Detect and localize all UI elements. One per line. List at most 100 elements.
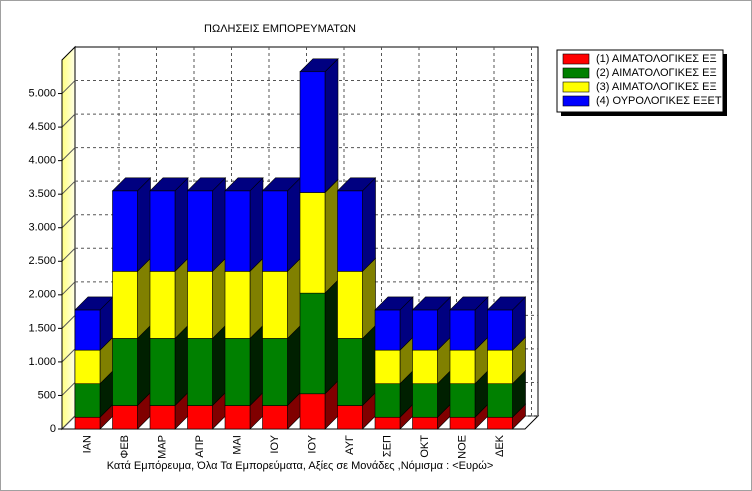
y-tick-label: 4.000: [28, 155, 56, 167]
bar-side: [174, 257, 189, 340]
bar-top: [224, 177, 264, 192]
legend-swatch: [562, 53, 590, 65]
bar-side: [137, 177, 151, 273]
legend: (1) ΑΙΜΑΤΟΛΟΓΙΚΕΣ ΕΞ (2) ΑΙΜΑΤΟΛΟΓΙΚΕΣ ΕΞ…: [556, 49, 727, 116]
bar: [187, 405, 213, 430]
bar: [149, 405, 176, 430]
bar: [187, 190, 213, 272]
bar: [412, 383, 438, 418]
bar: [487, 416, 513, 430]
y-tick-label: 2.000: [28, 289, 56, 301]
chart-title: ΠΩΛΗΣΕΙΣ ΕΜΠΟΡΕΥΜΑΤΩΝ: [204, 23, 356, 35]
y-tick-label: 1.000: [28, 356, 56, 368]
y-tick-label: 4.500: [28, 121, 56, 133]
legend-label: (3) ΑΙΜΑΤΟΛΟΓΙΚΕΣ ΕΞ: [596, 81, 717, 93]
bar: [449, 416, 476, 430]
bar: [74, 383, 101, 418]
x-tick-label: ΙΑΝ: [81, 435, 93, 453]
bar: [412, 349, 438, 385]
bar-top: [111, 177, 152, 192]
bar: [337, 271, 363, 339]
x-tick-label: ΟΚΤ: [419, 435, 431, 458]
bar: [74, 349, 101, 385]
legend-label: (1) ΑΙΜΑΤΟΛΟΓΙΚΕΣ ΕΞ: [596, 53, 717, 65]
bar-side: [249, 324, 264, 407]
bar: [487, 383, 513, 418]
bar-top: [486, 296, 527, 311]
bar: [112, 190, 138, 272]
bar: [262, 405, 288, 430]
bar: [187, 338, 213, 406]
bar-side: [287, 324, 301, 407]
bar-top: [299, 58, 339, 73]
bar: [449, 309, 476, 351]
bar: [262, 271, 288, 339]
bar-side: [212, 177, 226, 273]
y-tick-label: 5.000: [28, 87, 56, 99]
bar-side: [287, 257, 301, 340]
bar: [374, 416, 401, 430]
grid-line: [61, 315, 76, 329]
bar: [374, 349, 401, 385]
bar: [487, 309, 513, 351]
bar-side: [362, 257, 376, 340]
bar-side: [362, 324, 376, 407]
bar: [224, 338, 251, 406]
x-tick-label: ΝΟΕ: [456, 435, 468, 459]
grid-line: [61, 348, 76, 363]
bar: [262, 338, 288, 406]
bar-side: [249, 257, 264, 340]
bar: [149, 190, 176, 272]
bar: [74, 416, 101, 430]
bar-top: [336, 177, 377, 192]
grid-line: [61, 382, 76, 396]
grid-line: [61, 113, 76, 128]
legend-label: (2) ΑΙΜΑΤΟΛΟΓΙΚΕΣ ΕΞ: [596, 67, 717, 79]
bar: [374, 309, 401, 351]
bar-top: [374, 296, 414, 311]
bar: [262, 190, 288, 272]
bar: [149, 338, 176, 406]
legend-label: (4) ΟΥΡΟΛΟΓΙΚΕΣ ΕΞΕΤ: [596, 95, 722, 107]
y-tick-label: 2.500: [28, 255, 56, 267]
bar: [187, 271, 213, 339]
y-tick-label: 3.000: [28, 222, 56, 234]
bar: [74, 309, 101, 351]
bar-side: [174, 177, 189, 273]
bar: [224, 271, 251, 339]
bar: [374, 383, 401, 418]
plot-area: 0 500 1.000 1.500 2.000 2.500 3.000 3.500 4.000 4…: [28, 45, 540, 459]
bar-top: [411, 296, 452, 311]
bar: [299, 71, 326, 193]
bar: [112, 405, 138, 430]
grid-line: [61, 415, 76, 430]
legend-swatch: [562, 67, 590, 79]
bar: [412, 309, 438, 351]
grid-line: [61, 147, 76, 161]
bar-top: [449, 296, 489, 311]
bar-side: [249, 177, 264, 273]
grid-line: [61, 214, 76, 229]
bar-top: [149, 177, 189, 192]
bar: [299, 292, 326, 395]
x-tick-label: ΜΑΙ: [231, 435, 243, 455]
x-axis-label: Κατά Εμπόρευμα, Όλα Τα Εμπορεύματα, Αξίε…: [107, 460, 494, 472]
legend-swatch: [562, 81, 590, 93]
bar: [449, 349, 476, 385]
bar-side: [137, 324, 151, 407]
bar: [337, 405, 363, 430]
bar-side: [137, 257, 151, 340]
x-tick-label: ΣΕΠ: [381, 435, 393, 457]
bar: [112, 338, 138, 406]
grid-line: [61, 180, 76, 195]
y-tick-label: 0: [50, 423, 56, 435]
x-tick-label: ΦΕΒ: [119, 435, 131, 458]
bar-side: [362, 177, 376, 273]
grid-line: [61, 281, 76, 296]
bar: [112, 271, 138, 339]
bar: [224, 190, 251, 272]
bar-side: [324, 178, 339, 294]
x-tick-label: ΑΠΡ: [194, 435, 206, 458]
bar: [149, 271, 176, 339]
